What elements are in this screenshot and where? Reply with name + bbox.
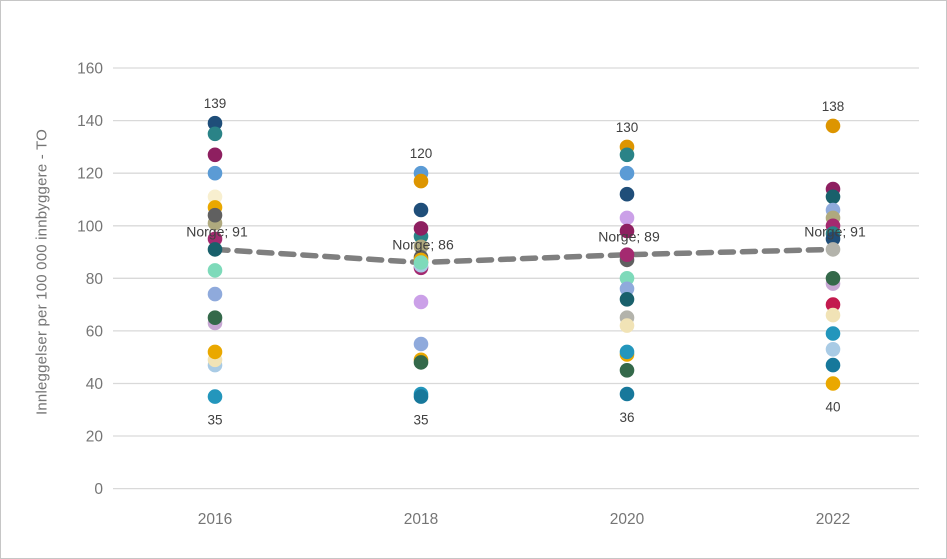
data-point: [825, 307, 841, 323]
data-point: [207, 207, 223, 223]
data-point: [619, 363, 635, 378]
data-point: [825, 357, 841, 373]
data-point: [825, 231, 841, 247]
data-point: [207, 310, 223, 326]
y-tick-label: 100: [77, 218, 103, 235]
min-value-label: 35: [207, 413, 222, 428]
minmax-labels: 139 35 120 35 130 36 138 40: [204, 96, 845, 427]
max-value-label: 120: [410, 146, 433, 161]
y-tick-label: 80: [86, 271, 104, 288]
data-point: [619, 147, 635, 163]
data-point: [619, 318, 635, 333]
data-point: [207, 189, 223, 205]
data-point: [413, 239, 429, 255]
y-tick-label: 40: [86, 376, 104, 393]
y-tick-label: 160: [77, 61, 103, 78]
data-point: [619, 165, 635, 181]
data-point: [619, 223, 635, 239]
data-point: [413, 389, 429, 404]
norge-trend-line: [212, 246, 836, 266]
data-point: [825, 118, 841, 134]
data-point: [825, 271, 841, 286]
max-value-label: 138: [822, 99, 845, 114]
data-point: [619, 247, 635, 262]
data-point: [619, 344, 635, 360]
data-point: [413, 202, 429, 218]
data-point: [825, 376, 841, 391]
data-point: [619, 292, 635, 307]
y-tick-label: 120: [77, 166, 103, 183]
dots-2016: [207, 115, 223, 404]
data-point: [825, 189, 841, 205]
data-point: [413, 255, 429, 270]
data-point: [413, 173, 429, 189]
dots-2022: [825, 118, 841, 391]
data-point: [619, 271, 635, 286]
data-point: [207, 389, 223, 404]
dots-2020: [619, 139, 635, 402]
data-point: [619, 186, 635, 202]
data-point: [825, 297, 841, 312]
y-tick-label: 60: [86, 323, 104, 340]
data-point: [413, 336, 429, 352]
norge-label: Norge; 89: [598, 229, 660, 245]
norge-labels: Norge; 91 Norge; 86 Norge; 89 Norge; 91: [186, 223, 866, 252]
y-tick-label: 20: [86, 429, 104, 446]
norge-label: Norge; 91: [804, 223, 866, 239]
data-point: [207, 165, 223, 181]
data-point: [619, 210, 635, 226]
data-point: [207, 263, 223, 278]
data-point: [825, 242, 841, 257]
x-axis-ticks: 2016 2018 2020 2022: [198, 511, 850, 528]
data-point: [207, 126, 223, 142]
data-point: [207, 147, 223, 163]
norge-label: Norge; 91: [186, 223, 248, 239]
data-point: [207, 242, 223, 257]
x-tick-label: 2020: [610, 511, 645, 528]
y-axis-ticks: 0 20 40 60 80 100 120 140 160: [77, 61, 103, 499]
min-value-label: 36: [619, 410, 634, 425]
min-value-label: 35: [413, 413, 428, 428]
data-point: [619, 386, 635, 402]
data-point: [207, 231, 223, 247]
data-point: [413, 221, 429, 236]
data-point: [619, 281, 635, 297]
y-tick-label: 0: [94, 481, 103, 498]
x-tick-label: 2016: [198, 511, 232, 528]
data-point: [207, 344, 223, 360]
max-value-label: 139: [204, 96, 227, 111]
max-value-label: 130: [616, 120, 639, 135]
dots-2018: [413, 165, 429, 404]
data-point: [825, 342, 841, 357]
data-point: [207, 115, 223, 131]
data-point: [413, 294, 429, 310]
data-point: [825, 326, 841, 341]
min-value-label: 40: [825, 400, 840, 415]
x-tick-label: 2022: [816, 511, 850, 528]
x-tick-label: 2018: [404, 511, 438, 528]
data-point: [413, 355, 429, 370]
y-tick-label: 140: [77, 113, 103, 130]
data-point: [207, 286, 223, 302]
gridlines: [113, 67, 919, 490]
norge-label: Norge; 86: [392, 237, 454, 253]
